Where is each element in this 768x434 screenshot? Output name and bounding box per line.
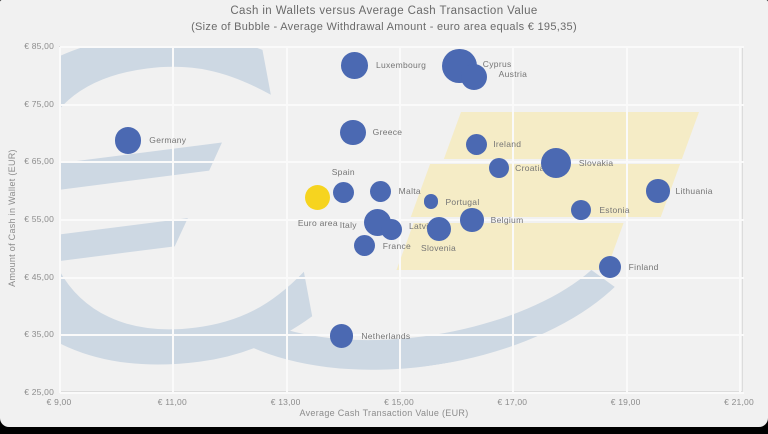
x-axis-title: Average Cash Transaction Value (EUR) bbox=[299, 408, 469, 418]
x-tick-label: € 9,00 bbox=[46, 397, 72, 407]
bubble-label: Lithuania bbox=[675, 186, 713, 197]
bubble-label: Estonia bbox=[599, 205, 630, 216]
gridline-horizontal bbox=[60, 219, 744, 221]
bubble-label: Netherlands bbox=[361, 330, 411, 341]
bubble-label: Finland bbox=[628, 262, 659, 273]
bubble-france[interactable] bbox=[353, 235, 375, 257]
bubble-label: Austria bbox=[498, 68, 528, 79]
plot-area: Luxembourg Cyprus Austria Germany Greece Irel… bbox=[59, 46, 744, 394]
bubble-label: Latvia bbox=[409, 220, 434, 231]
gridline-horizontal bbox=[60, 161, 744, 164]
y-tick-label: € 85,00 bbox=[24, 41, 54, 51]
bubble-label: Ireland bbox=[493, 139, 522, 150]
y-tick-label: € 25,00 bbox=[24, 387, 54, 397]
bubble-croatia[interactable] bbox=[489, 158, 510, 179]
x-tick-label: € 11,00 bbox=[157, 397, 187, 407]
x-tick-label: € 19,00 bbox=[610, 397, 641, 407]
bubble-label: Croatia bbox=[515, 163, 545, 174]
gridline-horizontal bbox=[60, 334, 744, 337]
bubble-finland[interactable] bbox=[598, 256, 621, 279]
bubble-label: France bbox=[382, 240, 412, 251]
bubble-euro-area[interactable] bbox=[305, 185, 331, 210]
bubble-lithuania[interactable] bbox=[646, 179, 670, 203]
bubble-spain[interactable] bbox=[332, 182, 354, 204]
y-tick-label: € 55,00 bbox=[24, 214, 54, 224]
gridline-horizontal bbox=[60, 103, 744, 106]
y-axis-title: Amount of Cash in Wallet (EUR) bbox=[7, 149, 17, 287]
bubble-slovenia[interactable] bbox=[426, 216, 451, 241]
bubble-luxembourg[interactable] bbox=[341, 52, 368, 79]
bubble-label: Cyprus bbox=[482, 59, 512, 70]
x-tick-label: € 13,00 bbox=[270, 397, 301, 407]
y-tick-label: € 65,00 bbox=[24, 156, 54, 167]
bubble-estonia[interactable] bbox=[571, 200, 592, 221]
chart-subtitle: (Size of Bubble - Average Withdrawal Amo… bbox=[191, 21, 577, 33]
bubble-germany[interactable] bbox=[114, 127, 142, 154]
bubble-malta[interactable] bbox=[369, 180, 391, 202]
x-tick-label: € 21,00 bbox=[724, 397, 754, 407]
bubble-label: Malta bbox=[398, 186, 421, 197]
bubble-label: Portugal bbox=[445, 196, 480, 207]
gridline-horizontal bbox=[60, 276, 744, 279]
bubble-ireland[interactable] bbox=[465, 133, 488, 156]
bubble-label: Slovenia bbox=[421, 242, 457, 253]
bubble-netherlands[interactable] bbox=[329, 324, 354, 348]
bubble-latvia[interactable] bbox=[381, 219, 402, 241]
bubble-label: Italy bbox=[339, 219, 357, 230]
y-tick-label: € 35,00 bbox=[24, 329, 54, 340]
bubble-greece[interactable] bbox=[340, 119, 366, 146]
gridline-horizontal bbox=[60, 46, 744, 48]
y-tick-label: € 75,00 bbox=[24, 98, 54, 109]
x-tick-label: € 17,00 bbox=[497, 397, 528, 407]
bubble-austria[interactable] bbox=[460, 63, 487, 90]
bubble-label: Luxembourg bbox=[375, 60, 427, 71]
x-tick-label: € 15,00 bbox=[384, 397, 414, 407]
bubble-label: Euro area bbox=[297, 218, 338, 228]
bubble-label: Spain bbox=[331, 167, 355, 178]
bubble-slovakia[interactable] bbox=[540, 148, 571, 179]
bubble-label: Germany bbox=[149, 135, 187, 146]
bubble-label: Belgium bbox=[490, 215, 524, 225]
bubble-label: Slovakia bbox=[578, 158, 614, 169]
bubble-portugal[interactable] bbox=[423, 194, 439, 209]
bubble-label: Greece bbox=[372, 127, 403, 138]
chart-title: Cash in Wallets versus Average Cash Tran… bbox=[230, 5, 538, 17]
y-tick-label: € 45,00 bbox=[24, 271, 54, 282]
gridline-horizontal bbox=[60, 392, 744, 394]
bubble-belgium[interactable] bbox=[460, 208, 484, 232]
